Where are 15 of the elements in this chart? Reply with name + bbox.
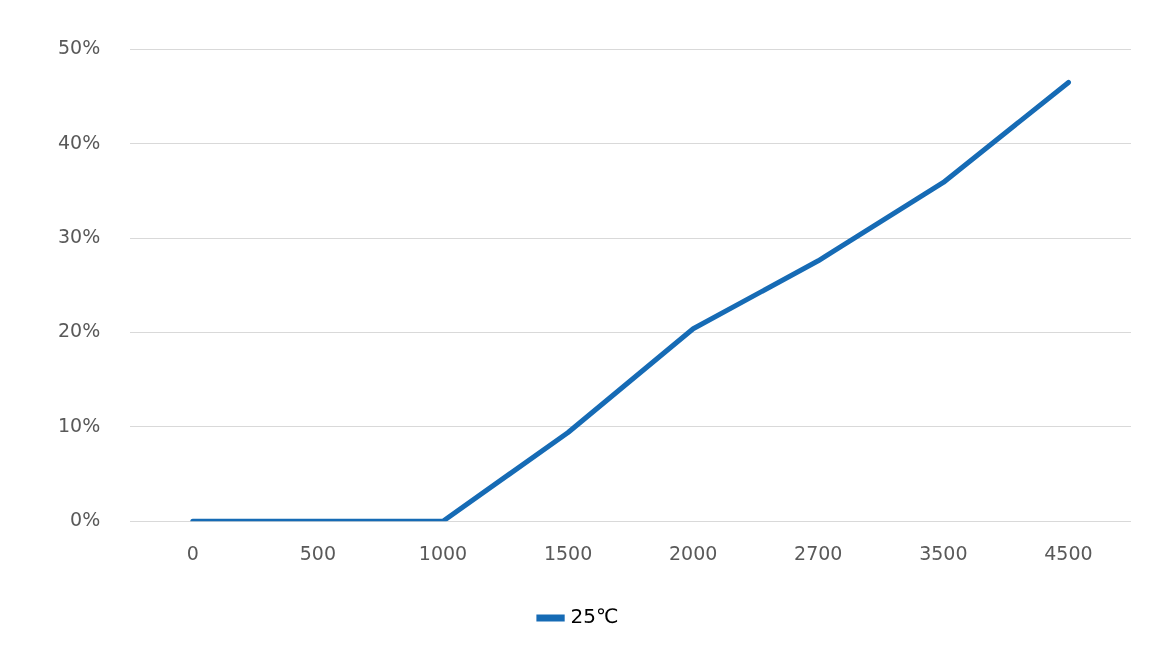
y-tick-label: 40% — [58, 130, 101, 153]
y-tick-label: 20% — [58, 319, 101, 342]
legend-label: 25℃ — [570, 604, 619, 629]
x-tick-label: 4500 — [1044, 541, 1093, 564]
y-tick-label: 0% — [70, 508, 101, 531]
x-tick-label: 500 — [299, 541, 337, 564]
y-tick-label: 50% — [58, 36, 101, 59]
x-tick-label: 1000 — [418, 541, 468, 564]
x-tick-label: 3500 — [919, 541, 968, 564]
y-tick-label: 10% — [58, 413, 101, 436]
x-tick-label: 0 — [186, 541, 199, 564]
x-tick-label: 1500 — [543, 541, 593, 564]
y-tick-label: 30% — [58, 225, 101, 248]
x-tick-label: 2700 — [794, 541, 843, 564]
x-tick-label: 2000 — [668, 541, 718, 564]
